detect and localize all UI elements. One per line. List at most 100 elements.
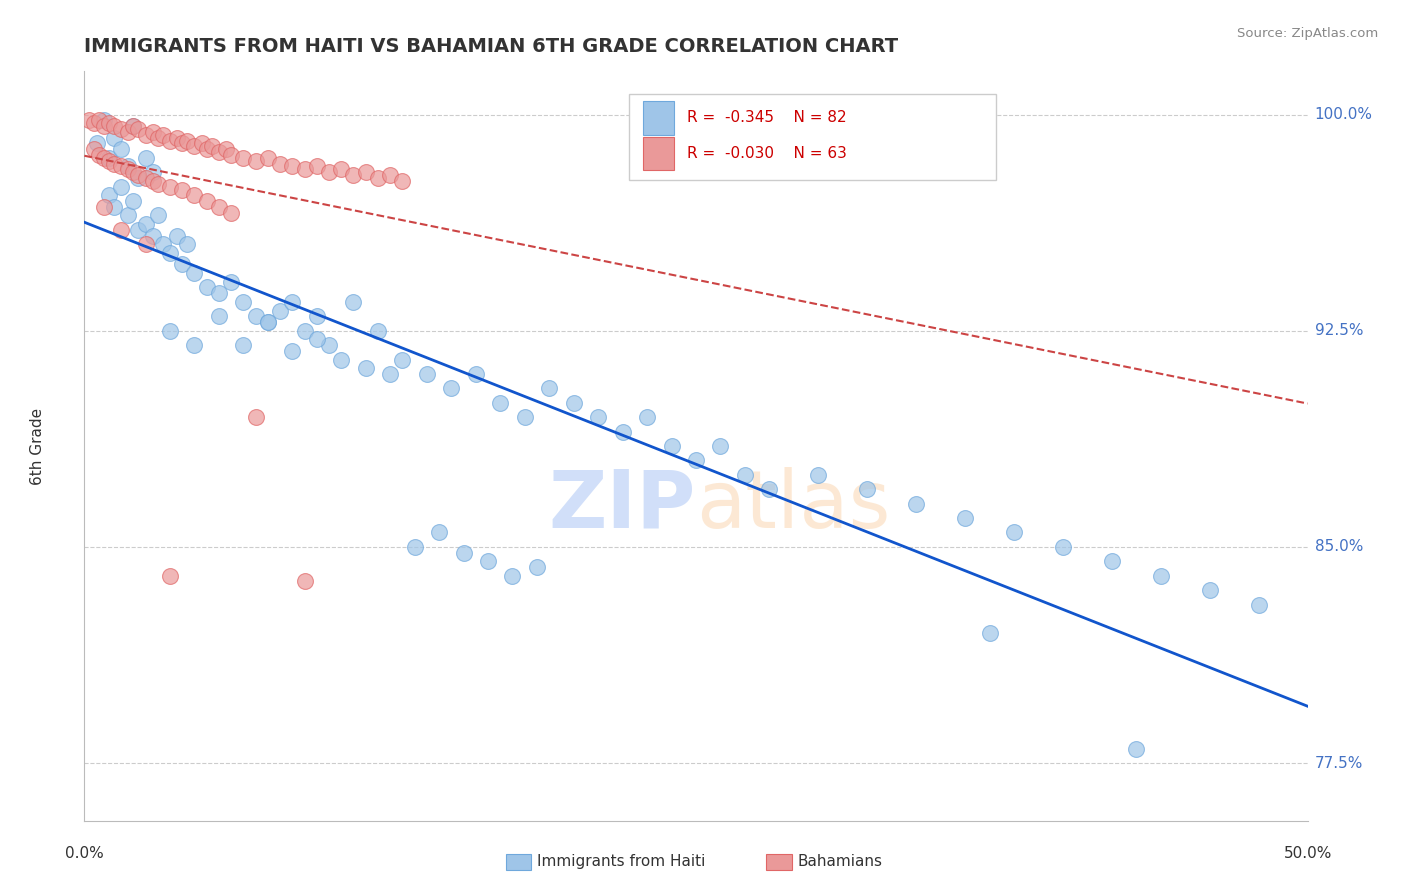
Point [391,174,413,188]
Point [135,171,157,186]
Text: 100.0%: 100.0% [1315,107,1372,122]
Point [83,116,105,130]
Point [354,165,377,179]
Point [305,332,328,346]
Point [342,168,364,182]
Point [87,148,110,162]
Point [97,188,120,202]
Point [195,280,218,294]
Point [354,361,377,376]
Text: Immigrants from Haiti: Immigrants from Haiti [537,855,706,869]
Text: 6th Grade: 6th Grade [31,408,45,484]
Point [281,160,304,174]
Text: IMMIGRANTS FROM HAITI VS BAHAMIAN 6TH GRADE CORRELATION CHART: IMMIGRANTS FROM HAITI VS BAHAMIAN 6TH GR… [84,37,898,56]
Point [200,139,222,153]
Point [117,160,139,174]
Point [122,119,145,133]
Point [281,294,304,309]
Text: R =  -0.030    N = 63: R = -0.030 N = 63 [688,145,848,161]
Point [83,142,105,156]
Point [807,467,830,482]
Point [135,128,157,142]
Text: R =  -0.345    N = 82: R = -0.345 N = 82 [688,111,846,125]
Point [142,228,165,243]
Text: 50.0%: 50.0% [1284,846,1331,861]
Point [110,122,132,136]
Point [166,130,188,145]
Point [245,410,267,425]
Point [172,136,194,151]
FancyBboxPatch shape [644,102,673,135]
Point [127,223,149,237]
Point [97,151,120,165]
Point [380,168,402,182]
Point [135,237,157,252]
Point [636,410,658,425]
Point [142,125,165,139]
Point [103,119,125,133]
Point [159,179,181,194]
Point [159,568,181,582]
Point [562,396,585,410]
Point [77,113,100,128]
Point [612,425,634,439]
Point [685,453,707,467]
Point [232,294,254,309]
Text: ZIP: ZIP [548,467,696,545]
Point [208,200,231,214]
Point [269,156,291,170]
Point [122,194,145,208]
Point [464,367,486,381]
Text: atlas: atlas [696,467,890,545]
Point [219,275,242,289]
Point [305,160,328,174]
Point [142,174,165,188]
Point [513,410,536,425]
Point [1052,540,1074,554]
Point [416,367,439,381]
Point [135,217,157,231]
Point [232,151,254,165]
Point [1002,525,1025,540]
Text: 77.5%: 77.5% [1315,756,1362,771]
Point [146,177,169,191]
Point [117,125,139,139]
Point [1198,583,1220,598]
Point [159,134,181,148]
Point [453,546,475,560]
Point [856,482,879,496]
Point [103,156,125,170]
Point [183,266,205,280]
Point [257,315,280,329]
Point [127,171,149,186]
Point [191,136,214,151]
Point [110,142,132,156]
FancyBboxPatch shape [628,94,995,180]
Point [172,182,194,196]
Point [146,209,169,223]
Point [127,122,149,136]
Point [208,145,231,159]
Point [195,194,218,208]
Point [380,367,402,381]
Point [232,338,254,352]
Point [159,324,181,338]
Point [330,162,353,177]
Point [979,626,1001,640]
Point [152,237,174,252]
Point [953,511,976,525]
Point [110,223,132,237]
Point [183,188,205,202]
Point [208,310,231,324]
Point [427,525,450,540]
FancyBboxPatch shape [644,136,673,170]
Point [294,162,316,177]
Point [142,165,165,179]
Point [219,205,242,219]
Point [176,134,198,148]
Point [440,381,463,395]
Point [103,200,125,214]
Point [281,343,304,358]
Text: 0.0%: 0.0% [65,846,104,861]
Point [183,139,205,153]
